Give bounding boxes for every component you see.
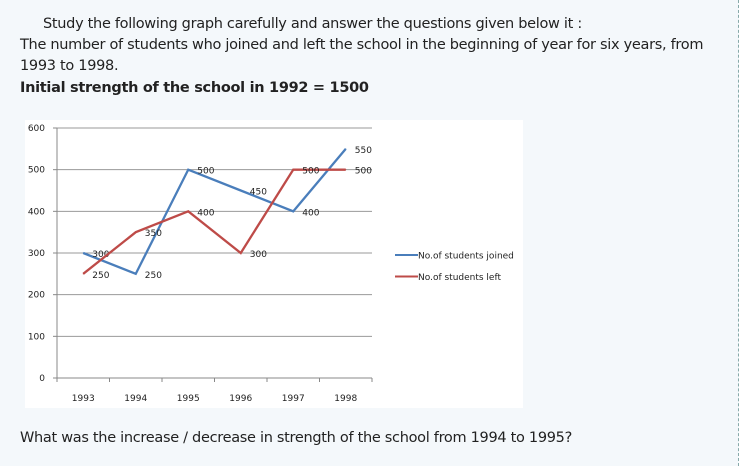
data-point: [240, 252, 242, 254]
question-description-cont: 1993 to 1998.: [20, 58, 119, 74]
data-point: [345, 169, 347, 171]
x-tick-label: 1995: [177, 394, 200, 404]
data-point: [345, 148, 347, 150]
data-label: 300: [92, 250, 109, 260]
y-tick-label: 200: [28, 291, 45, 301]
data-point: [82, 252, 84, 254]
data-point: [82, 273, 84, 275]
question-description: The number of students who joined and le…: [20, 37, 704, 53]
series-line: [82, 148, 347, 276]
data-label: 300: [250, 250, 267, 260]
series-joined: 300 250 500 450 400 550 No.of students joined: [82, 146, 514, 281]
question-prompt: What was the increase / decrease in stre…: [20, 430, 572, 446]
series-left: 250 350 400 300 500 500 No.of students left: [82, 167, 501, 283]
data-point: [240, 190, 242, 191]
data-point: [187, 169, 189, 171]
line-chart: 0 100 200 300 400 500 600 1993 1994 1995 1996 1997 1…: [28, 124, 514, 404]
y-tick-label: 600: [28, 124, 45, 134]
data-label: 400: [302, 208, 319, 218]
chart-area: 0 100 200 300 400 500 600 1993 1994 1995 1996 1997 1…: [25, 120, 523, 408]
data-point: [135, 231, 137, 233]
question-intro: Study the following graph carefully and …: [43, 16, 582, 32]
x-tick-label: 1997: [282, 394, 305, 404]
data-label: 500: [302, 167, 319, 177]
data-label: 500: [355, 167, 372, 177]
data-label: 350: [145, 229, 162, 239]
y-tick-label: 300: [28, 249, 45, 259]
x-tick-label: 1996: [229, 394, 252, 404]
data-label: 450: [250, 188, 267, 198]
series-line: [82, 168, 346, 275]
data-point: [135, 273, 137, 275]
data-label: 500: [197, 167, 214, 177]
x-tick-label: 1998: [334, 394, 357, 404]
y-tick-label: 500: [28, 166, 45, 176]
x-tick-label: 1994: [124, 394, 147, 404]
legend-label: No.of students left: [418, 273, 501, 283]
data-point: [292, 169, 294, 171]
data-point: [292, 210, 294, 212]
data-label: 550: [355, 146, 372, 156]
data-label: 250: [92, 271, 109, 281]
x-tick-label: 1993: [72, 394, 95, 404]
y-tick-label: 400: [28, 207, 45, 217]
data-label: 400: [197, 208, 214, 218]
initial-strength: Initial strength of the school in 1992 =…: [20, 80, 369, 96]
legend-label: No.of students joined: [418, 252, 514, 262]
y-tick-label: 0: [39, 374, 45, 384]
data-point: [187, 210, 189, 212]
data-label: 250: [145, 271, 162, 281]
y-tick-label: 100: [28, 332, 45, 342]
